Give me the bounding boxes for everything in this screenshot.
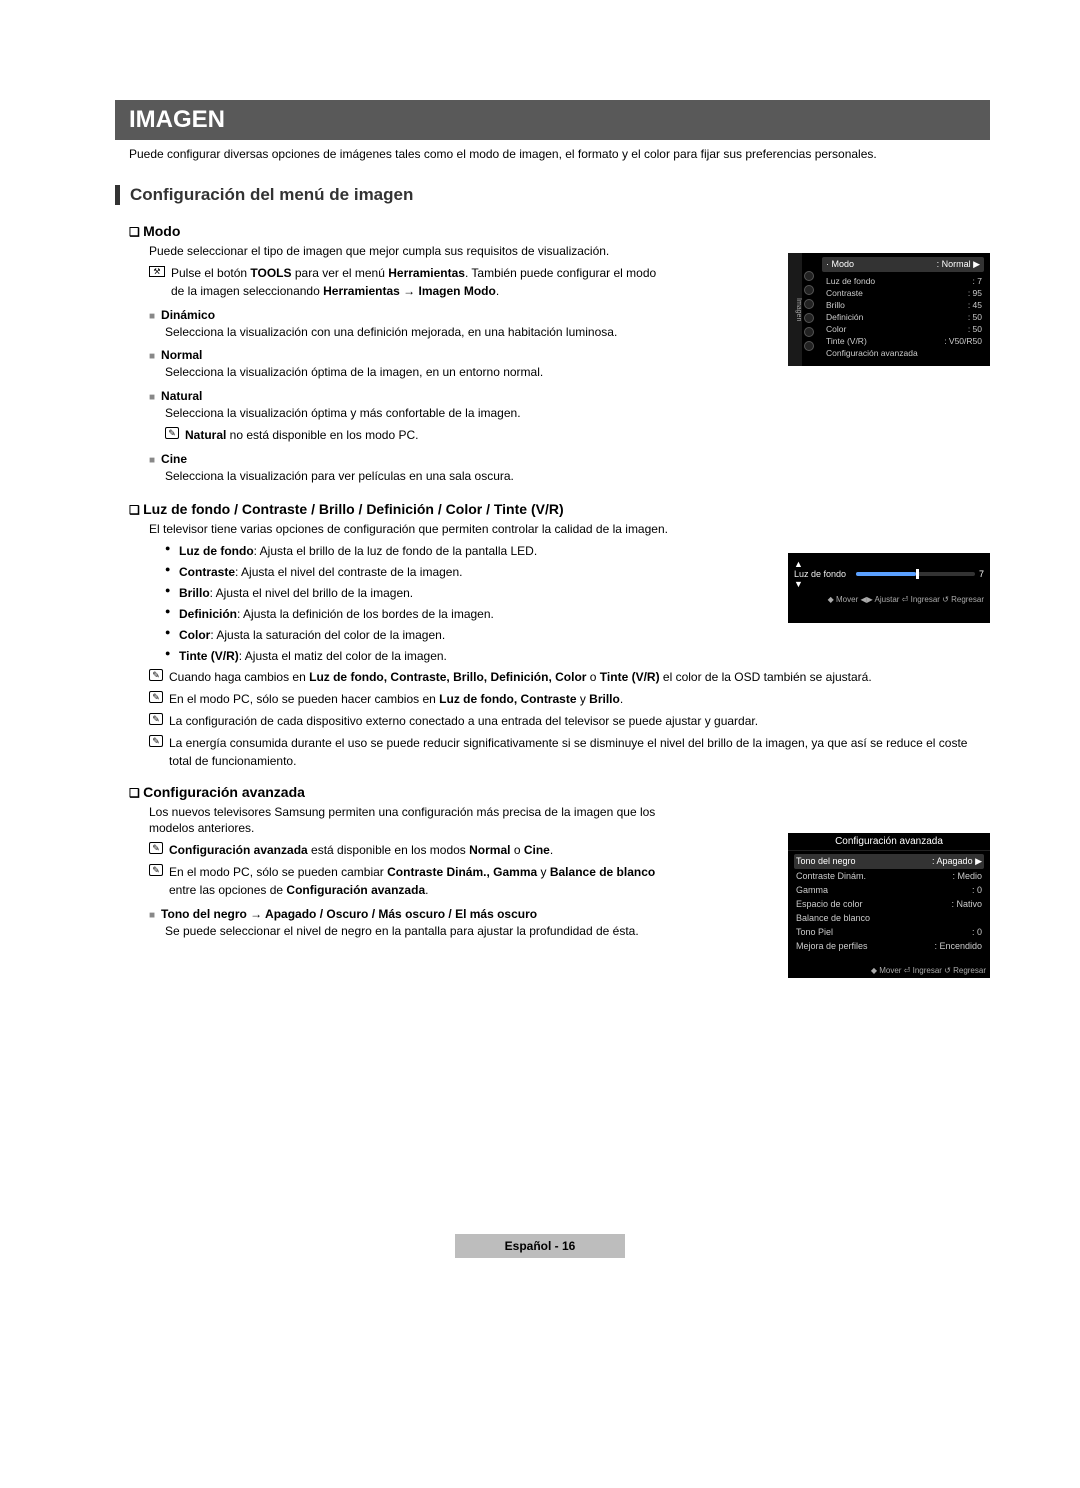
chapter-header: IMAGEN: [115, 100, 990, 140]
note-icon: ✎: [149, 735, 163, 747]
osd1-row: Configuración avanzada: [824, 347, 984, 359]
osd3-nav: ◆ Mover ⏎ Ingresar ↺ Regresar: [871, 966, 986, 975]
osd3-row: Contraste Dinám.: Medio: [794, 869, 984, 883]
luz-note: ✎La energía consumida durante el uso se …: [149, 734, 990, 770]
modo-heading: Modo: [129, 223, 990, 239]
arrow-right-icon: ▶: [971, 259, 980, 270]
modo-item-desc: Selecciona la visualización para ver pel…: [165, 468, 990, 485]
footer-lang: Español -: [505, 1239, 562, 1253]
osd1-row: Tinte (V/R): V50/R50: [824, 335, 984, 347]
osd3-title: Configuración avanzada: [788, 833, 990, 851]
luz-bullet: Contraste: Ajusta el nivel del contraste…: [165, 563, 990, 581]
section-title: Configuración del menú de imagen: [130, 185, 413, 205]
luz-desc: El televisor tiene varias opciones de co…: [149, 521, 669, 538]
conf-desc: Los nuevos televisores Samsung permiten …: [149, 804, 679, 838]
luz-bullet: Color: Ajusta la saturación del color de…: [165, 626, 990, 644]
note-icon: ✎: [149, 842, 163, 854]
conf-heading: Configuración avanzada: [129, 784, 990, 800]
square-bullet-icon: ■: [149, 392, 155, 403]
modo-desc: Puede seleccionar el tipo de imagen que …: [149, 243, 669, 260]
osd3-row: Tono Piel: 0: [794, 925, 984, 939]
osd-screenshot-modo: Imagen · Modo : Normal ▶ Luz de fondo: 7…: [788, 253, 990, 366]
modo-item-desc: Selecciona la visualización óptima de la…: [165, 364, 990, 381]
luz-note: ✎En el modo PC, sólo se pueden hacer cam…: [149, 690, 990, 708]
modo-tools-note: ⚒ Pulse el botón TOOLS para ver el menú …: [149, 264, 669, 300]
osd3-row: Gamma: 0: [794, 883, 984, 897]
osd-screenshot-advanced: Configuración avanzada Tono del negro: A…: [788, 833, 990, 978]
page-footer: Español - 16: [0, 1234, 1080, 1258]
modo-item: ■Natural: [149, 389, 990, 403]
note-icon: ✎: [149, 713, 163, 725]
conf-note1: ✎ Configuración avanzada está disponible…: [149, 841, 679, 859]
square-bullet-icon: ■: [149, 910, 155, 921]
conf-note2: ✎ En el modo PC, sólo se pueden cambiar …: [149, 863, 679, 899]
osd1-row: Brillo: 45: [824, 299, 984, 311]
osd1-row: Color: 50: [824, 323, 984, 335]
luz-bullet: Tinte (V/R): Ajusta el matiz del color d…: [165, 647, 990, 665]
osd3-row: Balance de blanco: [794, 911, 984, 925]
chapter-title: IMAGEN: [129, 106, 225, 133]
luz-bullet: Luz de fondo: Ajusta el brillo de la luz…: [165, 542, 990, 560]
luz-note: ✎Cuando haga cambios en Luz de fondo, Co…: [149, 668, 990, 686]
osd1-row: Contraste: 95: [824, 287, 984, 299]
osd1-side: Imagen: [788, 253, 802, 366]
luz-bullet: Definición: Ajusta la definición de los …: [165, 605, 990, 623]
luz-note: ✎La configuración de cada dispositivo ex…: [149, 712, 990, 730]
osd1-row: Luz de fondo: 7: [824, 275, 984, 287]
osd3-row: Tono del negro: Apagado ▶: [794, 854, 984, 869]
note-icon: ✎: [149, 864, 163, 876]
osd3-row: Mejora de perfiles: Encendido: [794, 939, 984, 953]
osd1-modo-k: · Modo: [826, 259, 854, 270]
osd3-row: Espacio de color: Nativo: [794, 897, 984, 911]
osd1-modo-v: : Normal: [937, 259, 971, 270]
square-bullet-icon: ■: [149, 311, 155, 322]
section-mark: [115, 185, 120, 205]
note-icon: ✎: [165, 427, 179, 439]
footer-page: 16: [562, 1239, 575, 1253]
modo-item: ■Cine: [149, 452, 990, 466]
section-header: Configuración del menú de imagen: [115, 185, 990, 205]
osd1-row: Definición: 50: [824, 311, 984, 323]
intro-text: Puede configurar diversas opciones de im…: [115, 146, 990, 163]
note-icon: ✎: [149, 669, 163, 681]
square-bullet-icon: ■: [149, 455, 155, 466]
note-icon: ✎: [149, 691, 163, 703]
luz-heading: Luz de fondo / Contraste / Brillo / Defi…: [129, 501, 990, 517]
modo-item-desc: Selecciona la visualización óptima y más…: [165, 405, 990, 422]
tools-icon: ⚒: [149, 266, 165, 277]
luz-bullet: Brillo: Ajusta el nivel del brillo de la…: [165, 584, 990, 602]
square-bullet-icon: ■: [149, 351, 155, 362]
modo-item-note: ✎Natural no está disponible en los modo …: [165, 426, 990, 444]
